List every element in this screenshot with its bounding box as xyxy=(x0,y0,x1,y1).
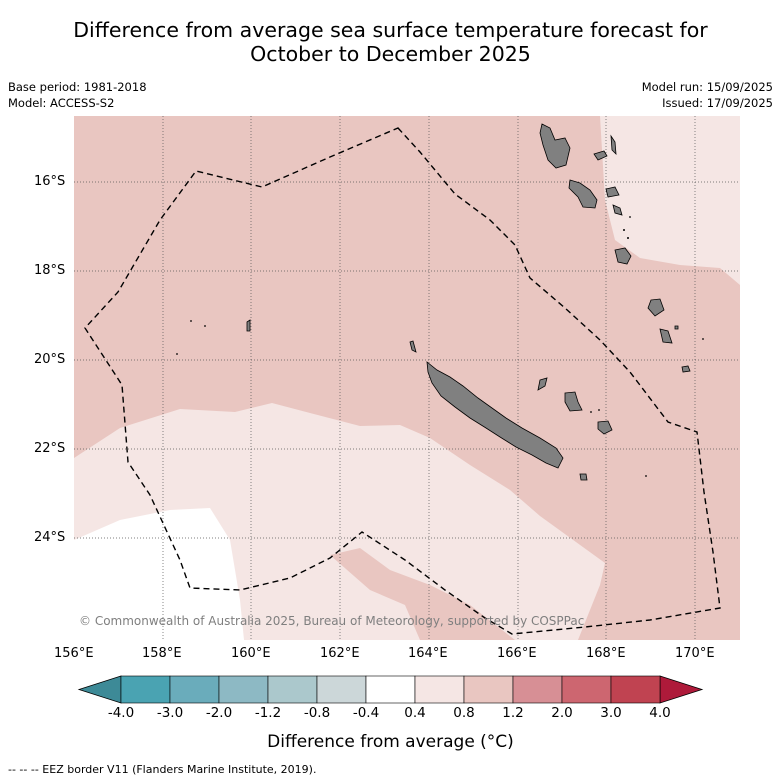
colorbar-bin-4 xyxy=(316,675,367,704)
colorbar-label-9: 2.0 xyxy=(551,705,573,721)
run-info: Model run: 15/09/2025 Issued: 17/09/2025 xyxy=(642,79,773,111)
land-masses xyxy=(246,123,691,481)
lat-tick-18s: 18°S xyxy=(34,263,66,278)
colorbar-bin-0 xyxy=(120,675,171,704)
isle-of-pines xyxy=(579,473,588,481)
copyright-notice: © Commonwealth of Australia 2025, Bureau… xyxy=(79,614,585,628)
lon-tick-164e: 164°E xyxy=(408,646,448,661)
colorbar-bin-5 xyxy=(365,675,416,704)
malekula xyxy=(568,179,598,209)
belep-islands xyxy=(409,340,417,353)
espiritu-santo xyxy=(539,123,571,169)
pentecost xyxy=(610,134,617,156)
small-island-futuna xyxy=(674,325,679,330)
title-line-2: October to December 2025 xyxy=(250,42,531,66)
colorbar-bin-9 xyxy=(561,675,612,704)
lat-tick-24s: 24°S xyxy=(34,530,66,545)
tiny-islands xyxy=(176,216,704,477)
aneityum xyxy=(681,365,691,373)
anomaly-pocket-0.8-1.2 xyxy=(330,548,515,640)
colorbar-bin-8 xyxy=(512,675,563,704)
colorbar-bin-10 xyxy=(610,675,661,704)
colorbar-bin-7 xyxy=(463,675,514,704)
loyalty-island-lifou xyxy=(564,391,583,412)
lon-tick-156e: 156°E xyxy=(54,646,94,661)
model-label: Model: ACCESS-S2 xyxy=(8,96,115,110)
colorbar-bin-1 xyxy=(169,675,220,704)
map-area xyxy=(74,116,740,640)
eez-legend: -- -- -- EEZ border V11 (Flanders Marine… xyxy=(8,763,317,776)
ambrym xyxy=(605,186,620,198)
lat-tick-20s: 20°S xyxy=(34,352,66,367)
lon-tick-168e: 168°E xyxy=(586,646,626,661)
lon-tick-158e: 158°E xyxy=(142,646,182,661)
colorbar xyxy=(77,675,704,704)
lon-tick-162e: 162°E xyxy=(320,646,360,661)
colorbar-label-2: -2.0 xyxy=(205,705,233,721)
anomaly-band-0.4-0.8-east xyxy=(600,116,740,285)
lat-tick-22s: 22°S xyxy=(34,441,66,456)
model-info: Base period: 1981-2018 Model: ACCESS-S2 xyxy=(8,79,147,111)
anomaly-band-neutral xyxy=(74,508,244,640)
lon-tick-170e: 170°E xyxy=(675,646,715,661)
tanna xyxy=(659,328,673,344)
colorbar-title: Difference from average (°C) xyxy=(267,732,514,752)
graticule xyxy=(74,116,740,640)
eez-border xyxy=(84,127,721,635)
base-period-label: Base period: 1981-2018 xyxy=(8,80,147,94)
small-island-west xyxy=(246,319,251,332)
erromango xyxy=(647,298,665,317)
colorbar-label-4: -0.8 xyxy=(303,705,331,721)
lon-tick-166e: 166°E xyxy=(497,646,537,661)
efate xyxy=(614,247,632,265)
model-run-label: Model run: 15/09/2025 xyxy=(641,80,773,94)
colorbar-bin-6 xyxy=(414,675,465,704)
colorbar-over-arrow xyxy=(659,675,704,704)
colorbar-label-11: 4.0 xyxy=(649,705,671,721)
colorbar-label-8: 1.2 xyxy=(502,705,524,721)
lon-tick-160e: 160°E xyxy=(231,646,271,661)
colorbar-label-6: 0.4 xyxy=(404,705,426,721)
colorbar-label-7: 0.8 xyxy=(453,705,475,721)
colorbar-label-10: 3.0 xyxy=(600,705,622,721)
colorbar-bin-3 xyxy=(267,675,318,704)
colorbar-label-5: -0.4 xyxy=(352,705,380,721)
epi-shepherds xyxy=(612,204,623,216)
colorbar-bin-2 xyxy=(218,675,269,704)
loyalty-island-ouvea xyxy=(537,377,548,391)
maewo-ambae xyxy=(593,150,608,161)
lat-tick-16s: 16°S xyxy=(34,174,66,189)
issued-label: Issued: 17/09/2025 xyxy=(662,96,773,110)
new-caledonia xyxy=(426,361,564,469)
loyalty-island-mare xyxy=(597,420,613,435)
colorbar-label-1: -3.0 xyxy=(156,705,184,721)
colorbar-label-0: -4.0 xyxy=(107,705,135,721)
title-line-1: Difference from average sea surface temp… xyxy=(73,18,708,42)
colorbar-label-3: -1.2 xyxy=(254,705,282,721)
colorbar-under-arrow xyxy=(77,675,122,704)
map-title: Difference from average sea surface temp… xyxy=(0,18,781,66)
